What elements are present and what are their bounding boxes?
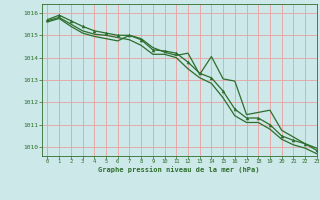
- X-axis label: Graphe pression niveau de la mer (hPa): Graphe pression niveau de la mer (hPa): [99, 166, 260, 173]
